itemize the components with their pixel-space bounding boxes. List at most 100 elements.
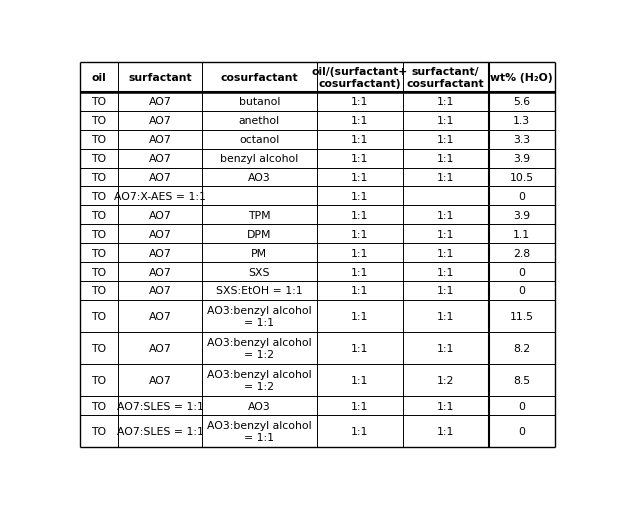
Text: 1.1: 1.1 — [513, 229, 530, 239]
Text: TO: TO — [92, 248, 106, 258]
Text: TO: TO — [92, 173, 106, 183]
Text: AO7: AO7 — [149, 211, 171, 220]
Text: TO: TO — [92, 154, 106, 164]
Text: 1:1: 1:1 — [351, 135, 368, 145]
Text: SXS:EtOH = 1:1: SXS:EtOH = 1:1 — [216, 286, 303, 296]
Text: TO: TO — [92, 376, 106, 385]
Text: 0: 0 — [518, 267, 525, 277]
Text: 1:1: 1:1 — [437, 286, 454, 296]
Text: 1:1: 1:1 — [351, 211, 368, 220]
Text: 3.3: 3.3 — [513, 135, 530, 145]
Text: TO: TO — [92, 267, 106, 277]
Text: 1:2: 1:2 — [437, 376, 454, 385]
Text: 1:1: 1:1 — [437, 427, 454, 436]
Text: 1:1: 1:1 — [351, 229, 368, 239]
Text: wt% (H₂O): wt% (H₂O) — [490, 73, 553, 83]
Text: 1:1: 1:1 — [437, 116, 454, 126]
Text: AO7: AO7 — [149, 376, 171, 385]
Text: TO: TO — [92, 97, 106, 107]
Text: TO: TO — [92, 135, 106, 145]
Text: 0: 0 — [518, 191, 525, 201]
Text: AO7:SLES = 1:1: AO7:SLES = 1:1 — [116, 427, 204, 436]
Text: 0: 0 — [518, 401, 525, 411]
Text: AO7:SLES = 1:1: AO7:SLES = 1:1 — [116, 401, 204, 411]
Text: TO: TO — [92, 427, 106, 436]
Text: AO3:benzyl alcohol
= 1:1: AO3:benzyl alcohol = 1:1 — [207, 421, 311, 442]
Text: AO7: AO7 — [149, 343, 171, 354]
Text: benzyl alcohol: benzyl alcohol — [220, 154, 298, 164]
Text: AO7:X-AES = 1:1: AO7:X-AES = 1:1 — [114, 191, 206, 201]
Text: AO7: AO7 — [149, 116, 171, 126]
Text: 0: 0 — [518, 286, 525, 296]
Text: 1:1: 1:1 — [351, 376, 368, 385]
Text: DPM: DPM — [247, 229, 272, 239]
Text: 1:1: 1:1 — [351, 154, 368, 164]
Text: 1:1: 1:1 — [351, 401, 368, 411]
Text: TPM: TPM — [248, 211, 271, 220]
Text: TO: TO — [92, 286, 106, 296]
Text: 1:1: 1:1 — [351, 97, 368, 107]
Text: TO: TO — [92, 116, 106, 126]
Text: 1:1: 1:1 — [437, 154, 454, 164]
Text: 1:1: 1:1 — [351, 286, 368, 296]
Text: AO7: AO7 — [149, 229, 171, 239]
Text: 1:1: 1:1 — [437, 267, 454, 277]
Text: AO7: AO7 — [149, 312, 171, 321]
Text: PM: PM — [251, 248, 267, 258]
Text: TO: TO — [92, 343, 106, 354]
Text: AO3: AO3 — [248, 401, 271, 411]
Text: 1:1: 1:1 — [437, 312, 454, 321]
Text: 3.9: 3.9 — [513, 154, 530, 164]
Text: AO7: AO7 — [149, 267, 171, 277]
Text: surfactant/
cosurfactant: surfactant/ cosurfactant — [407, 67, 485, 88]
Text: TO: TO — [92, 401, 106, 411]
Text: butanol: butanol — [238, 97, 280, 107]
Text: 1:1: 1:1 — [437, 211, 454, 220]
Text: surfactant: surfactant — [128, 73, 192, 83]
Text: AO7: AO7 — [149, 248, 171, 258]
Text: TO: TO — [92, 312, 106, 321]
Text: AO7: AO7 — [149, 154, 171, 164]
Text: 1:1: 1:1 — [437, 135, 454, 145]
Text: AO3:benzyl alcohol
= 1:2: AO3:benzyl alcohol = 1:2 — [207, 370, 311, 391]
Text: 1:1: 1:1 — [437, 229, 454, 239]
Text: AO7: AO7 — [149, 173, 171, 183]
Text: 1:1: 1:1 — [351, 248, 368, 258]
Text: TO: TO — [92, 211, 106, 220]
Text: 1:1: 1:1 — [437, 343, 454, 354]
Text: 1:1: 1:1 — [437, 97, 454, 107]
Text: TO: TO — [92, 229, 106, 239]
Text: 1:1: 1:1 — [437, 401, 454, 411]
Text: 1:1: 1:1 — [437, 173, 454, 183]
Text: cosurfactant: cosurfactant — [220, 73, 298, 83]
Text: AO3:benzyl alcohol
= 1:2: AO3:benzyl alcohol = 1:2 — [207, 337, 311, 360]
Text: 5.6: 5.6 — [513, 97, 530, 107]
Text: 8.5: 8.5 — [513, 376, 530, 385]
Text: SXS: SXS — [248, 267, 270, 277]
Text: 1:1: 1:1 — [351, 116, 368, 126]
Text: 1:1: 1:1 — [437, 248, 454, 258]
Text: AO3:benzyl alcohol
= 1:1: AO3:benzyl alcohol = 1:1 — [207, 306, 311, 327]
Text: 1:1: 1:1 — [351, 267, 368, 277]
Text: 1:1: 1:1 — [351, 343, 368, 354]
Text: TO: TO — [92, 191, 106, 201]
Text: anethol: anethol — [239, 116, 280, 126]
Text: AO7: AO7 — [149, 135, 171, 145]
Text: 1:1: 1:1 — [351, 191, 368, 201]
Text: 1:1: 1:1 — [351, 173, 368, 183]
Text: 10.5: 10.5 — [509, 173, 534, 183]
Text: 11.5: 11.5 — [509, 312, 534, 321]
Text: oil: oil — [92, 73, 106, 83]
Text: AO7: AO7 — [149, 97, 171, 107]
Text: 1:1: 1:1 — [351, 427, 368, 436]
Text: 2.8: 2.8 — [513, 248, 530, 258]
Text: 8.2: 8.2 — [513, 343, 530, 354]
Text: oil/(surfactant+
cosurfactant): oil/(surfactant+ cosurfactant) — [311, 67, 408, 88]
Text: AO7: AO7 — [149, 286, 171, 296]
Text: 1.3: 1.3 — [513, 116, 530, 126]
Text: AO3: AO3 — [248, 173, 271, 183]
Text: octanol: octanol — [239, 135, 279, 145]
Text: 3.9: 3.9 — [513, 211, 530, 220]
Text: 0: 0 — [518, 427, 525, 436]
Text: 1:1: 1:1 — [351, 312, 368, 321]
